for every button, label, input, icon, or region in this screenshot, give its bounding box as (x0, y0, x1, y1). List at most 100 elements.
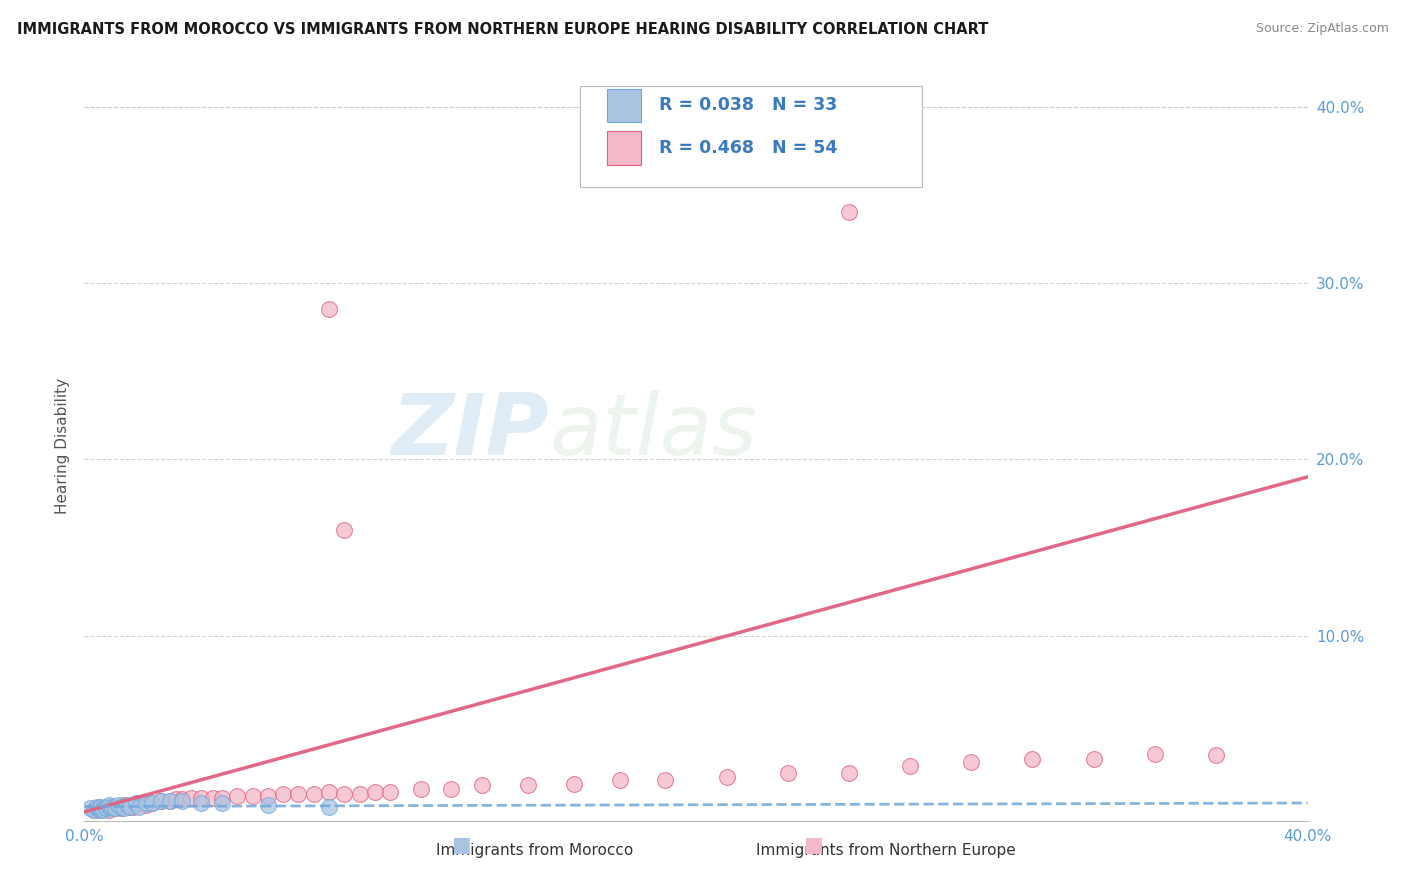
Point (1205, 748, 1227, 763)
Point (91, 803, 114, 817)
Point (654, 773, 676, 788)
Point (112, 797, 135, 812)
Point (94, 801, 117, 815)
Point (104, 801, 127, 815)
Point (516, 778, 538, 792)
Point (226, 789, 249, 803)
Point (211, 790, 233, 805)
Point (89, 799, 111, 814)
Bar (606, 131, 641, 165)
Point (149, 794, 172, 808)
Point (302, 787, 325, 801)
Point (960, 756, 983, 770)
Point (107, 797, 129, 812)
Point (838, 766, 860, 780)
Point (287, 787, 309, 801)
Point (562, 776, 585, 790)
Text: ■: ■ (803, 836, 823, 855)
Text: ■: ■ (451, 836, 471, 855)
Point (86, 801, 108, 815)
Point (89, 803, 111, 817)
Point (97, 797, 120, 812)
Point (333, 523, 356, 537)
Point (104, 799, 127, 814)
Point (128, 796, 150, 810)
Point (86, 799, 108, 814)
Point (180, 790, 202, 805)
Point (409, 781, 432, 796)
Point (159, 794, 181, 808)
Point (115, 797, 138, 812)
Point (120, 799, 142, 814)
Text: ZIP: ZIP (391, 390, 550, 473)
Point (271, 787, 294, 801)
Y-axis label: Hearing Disability: Hearing Disability (55, 378, 70, 514)
Point (97, 803, 120, 817)
Point (125, 796, 148, 810)
Point (97, 799, 120, 814)
Text: Immigrants from Morocco: Immigrants from Morocco (436, 843, 633, 858)
Point (318, 302, 340, 317)
Point (257, 797, 280, 812)
Point (380, 785, 402, 799)
Point (135, 796, 157, 810)
Point (104, 801, 127, 815)
Point (110, 801, 132, 815)
Point (128, 799, 150, 814)
Point (135, 797, 157, 812)
Point (107, 799, 129, 814)
Point (201, 790, 224, 805)
Point (838, 205, 860, 219)
Point (159, 794, 181, 808)
Point (110, 799, 132, 814)
Point (1083, 752, 1105, 766)
Point (776, 766, 799, 780)
Point (91, 801, 114, 815)
Point (716, 770, 738, 784)
Point (440, 781, 463, 796)
Point (83, 803, 105, 817)
Point (83, 803, 105, 817)
Text: IMMIGRANTS FROM MOROCCO VS IMMIGRANTS FROM NORTHERN EUROPE HEARING DISABILITY CO: IMMIGRANTS FROM MOROCCO VS IMMIGRANTS FR… (17, 22, 988, 37)
FancyBboxPatch shape (579, 87, 922, 187)
Point (94, 799, 117, 814)
Point (122, 799, 145, 814)
Point (364, 785, 387, 799)
Text: atlas: atlas (550, 390, 758, 473)
Text: R = 0.468   N = 54: R = 0.468 N = 54 (659, 139, 838, 157)
Point (91, 801, 114, 815)
Point (211, 796, 233, 810)
Text: Immigrants from Northern Europe: Immigrants from Northern Europe (756, 843, 1015, 858)
Text: R = 0.038   N = 33: R = 0.038 N = 33 (659, 96, 838, 114)
Point (471, 778, 494, 792)
Point (333, 787, 356, 801)
Point (1143, 747, 1166, 761)
Point (242, 789, 264, 803)
Point (94, 801, 117, 815)
Point (318, 785, 340, 799)
Point (898, 759, 921, 773)
Point (172, 792, 194, 806)
Point (141, 796, 163, 810)
Point (79, 801, 101, 815)
Point (89, 801, 111, 815)
Point (86, 801, 108, 815)
Point (149, 794, 172, 808)
Point (190, 796, 212, 810)
Point (257, 789, 280, 803)
Point (1021, 752, 1043, 766)
Point (609, 773, 631, 788)
Bar (606, 88, 641, 122)
Point (101, 799, 124, 814)
Point (101, 799, 124, 814)
Point (141, 796, 163, 810)
Point (112, 801, 135, 815)
Point (165, 792, 187, 806)
Point (120, 799, 142, 814)
Point (101, 801, 124, 815)
Point (172, 794, 194, 808)
Point (349, 787, 371, 801)
Point (318, 799, 340, 814)
Point (89, 803, 111, 817)
Point (190, 790, 212, 805)
